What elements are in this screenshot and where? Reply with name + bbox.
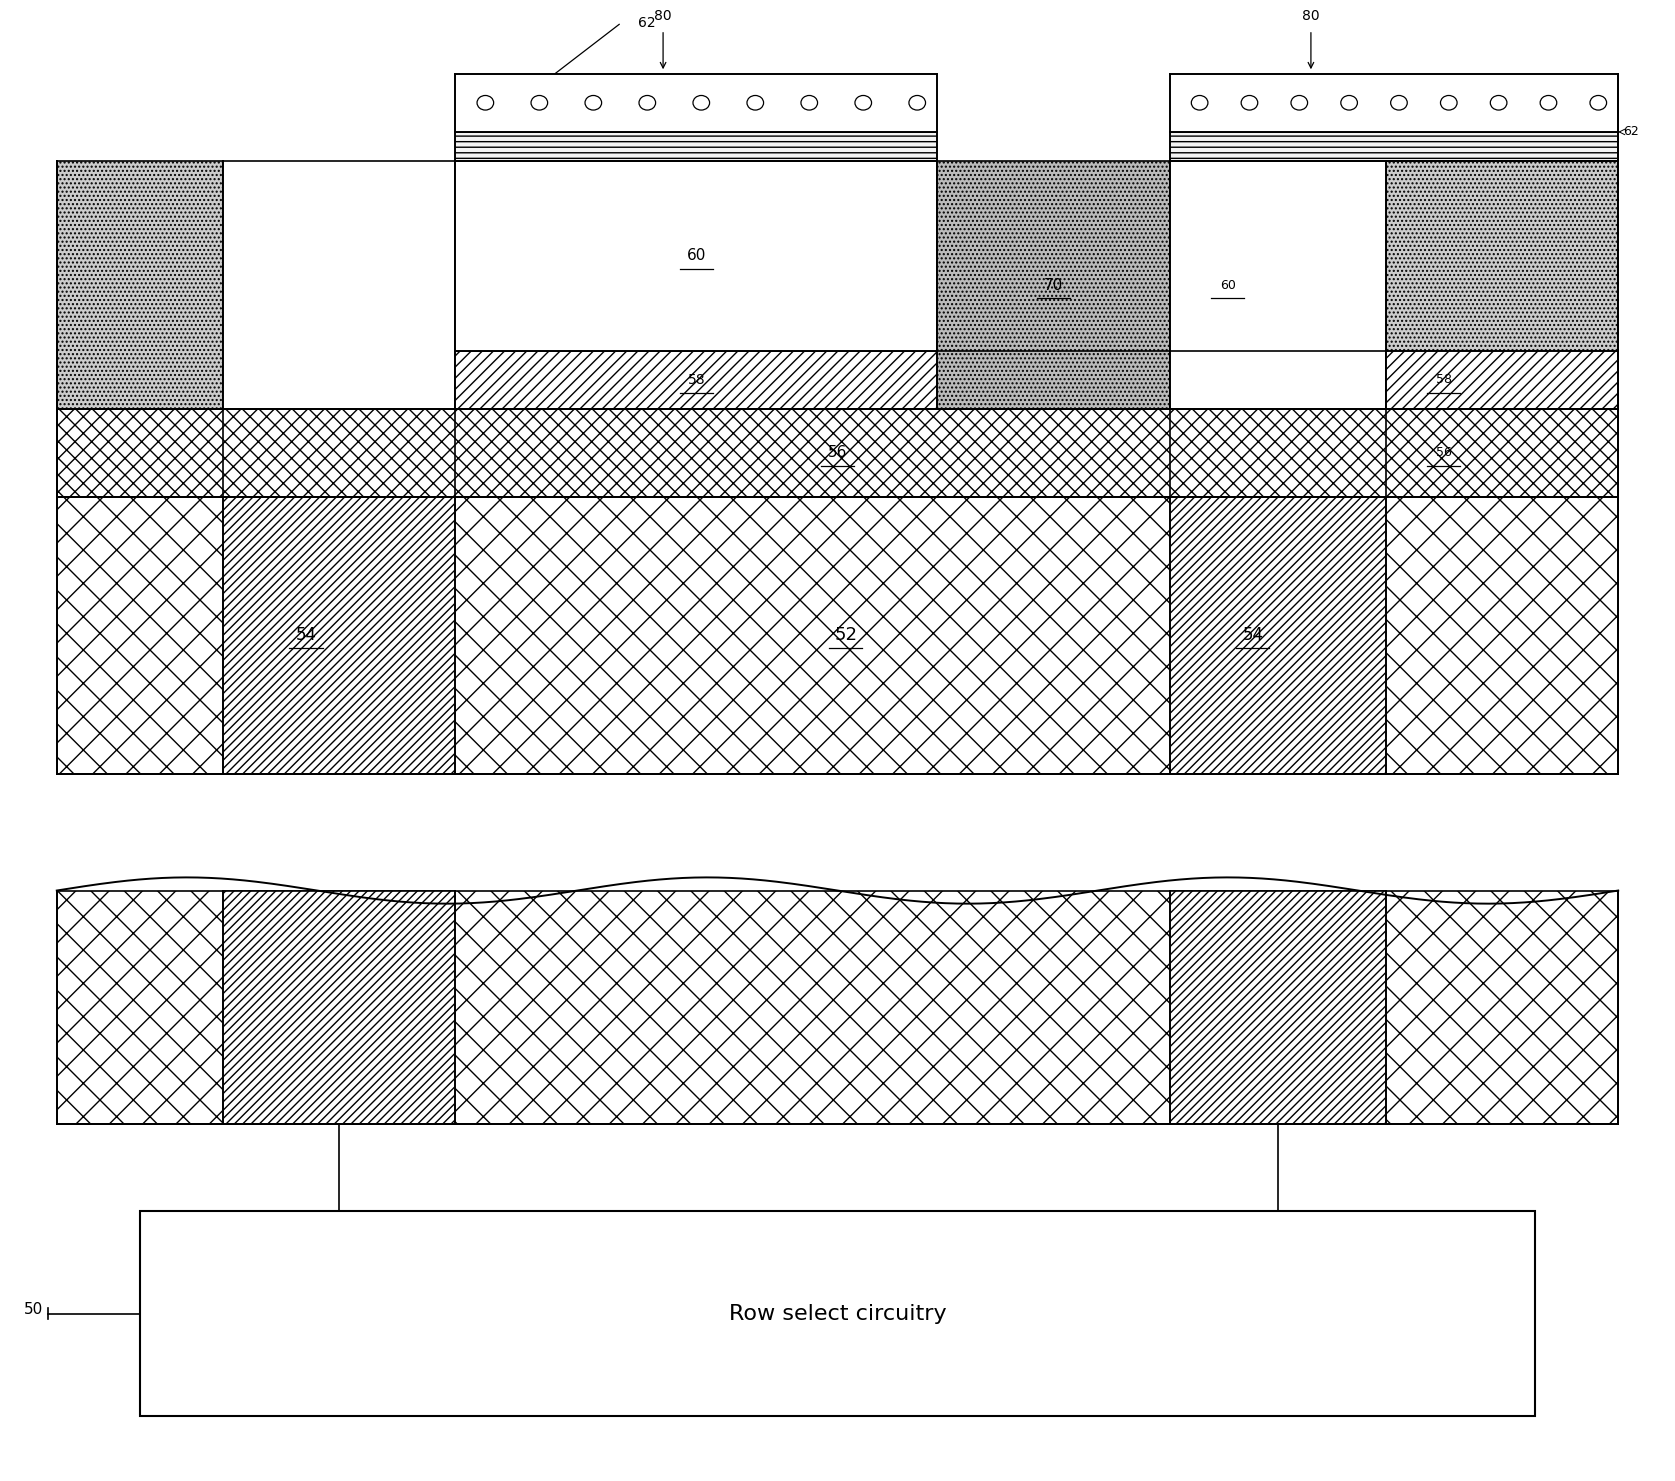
Bar bbox=[57, 409, 1618, 496]
Bar bbox=[1385, 161, 1618, 409]
Bar bbox=[1169, 496, 1385, 775]
Bar bbox=[57, 890, 1618, 1124]
Bar bbox=[1169, 74, 1618, 132]
Bar bbox=[57, 161, 223, 409]
Bar bbox=[1169, 890, 1385, 1124]
Bar bbox=[456, 74, 938, 132]
Text: 58: 58 bbox=[1435, 373, 1452, 387]
Bar bbox=[1169, 161, 1385, 351]
Text: 62: 62 bbox=[1623, 126, 1638, 138]
Text: 62: 62 bbox=[638, 15, 657, 30]
Bar bbox=[223, 496, 456, 775]
Text: 56: 56 bbox=[1435, 446, 1452, 459]
Bar bbox=[139, 1211, 1536, 1416]
Bar bbox=[1385, 351, 1618, 409]
Text: 56: 56 bbox=[827, 446, 848, 461]
Text: 80: 80 bbox=[1301, 9, 1320, 22]
Text: 60: 60 bbox=[687, 249, 705, 264]
Bar bbox=[1169, 161, 1385, 409]
Text: 54: 54 bbox=[1243, 626, 1263, 644]
Bar bbox=[456, 161, 938, 351]
Text: 50: 50 bbox=[23, 1302, 44, 1317]
Text: 52: 52 bbox=[834, 626, 858, 644]
Text: 60: 60 bbox=[1219, 278, 1236, 292]
Text: 58: 58 bbox=[687, 373, 705, 387]
Text: 80: 80 bbox=[655, 9, 672, 22]
Bar bbox=[456, 132, 938, 161]
Text: 54: 54 bbox=[295, 626, 317, 644]
Bar bbox=[57, 496, 1618, 775]
Text: 70: 70 bbox=[1044, 277, 1064, 293]
Bar bbox=[223, 161, 456, 409]
Bar bbox=[456, 351, 1169, 409]
Bar bbox=[938, 161, 1169, 409]
Bar bbox=[1169, 132, 1618, 161]
Text: Row select circuitry: Row select circuitry bbox=[729, 1303, 946, 1324]
Bar bbox=[223, 890, 456, 1124]
